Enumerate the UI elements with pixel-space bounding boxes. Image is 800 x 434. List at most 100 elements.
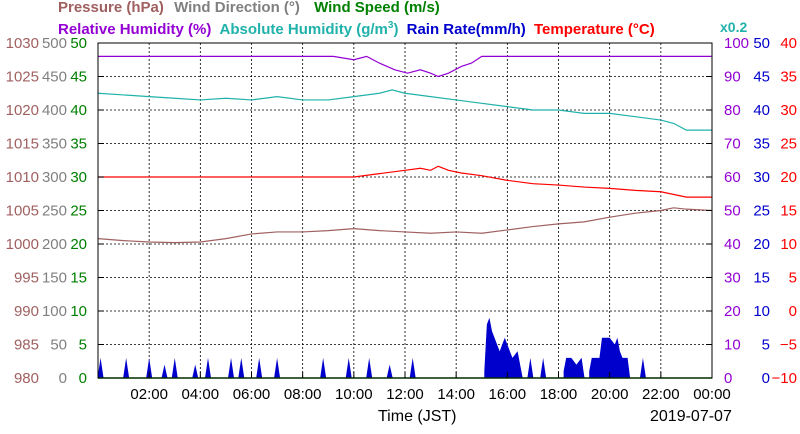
x-axis-title: Time (JST) — [378, 408, 457, 425]
wind-direction-tick-label: 200 — [42, 236, 67, 253]
rain-spike — [146, 357, 153, 378]
temperature-tick-label: 35 — [780, 69, 797, 86]
wind-speed-tick-label: 35 — [70, 136, 87, 153]
pressure-tick-label: 1015 — [6, 136, 39, 153]
temperature-tick-label: 15 — [780, 203, 797, 220]
rain-block — [563, 357, 585, 378]
pressure-tick-label: 980 — [14, 370, 39, 387]
temperature-tick-label: 0 — [789, 303, 797, 320]
rain-rate-tick-label: 0 — [762, 370, 770, 387]
x-tick-label: 16:00 — [489, 386, 527, 403]
temperature-tick-label: −10 — [772, 370, 797, 387]
pressure-tick-label: 1025 — [6, 69, 39, 86]
relative-humidity-tick-label: 30 — [724, 270, 741, 287]
wind-speed-tick-label: 5 — [79, 337, 87, 354]
wind-speed-tick-label: 10 — [70, 303, 87, 320]
temperature-tick-label: 10 — [780, 236, 797, 253]
legend-absolute-humidity-sup: 3 — [387, 20, 394, 31]
rain-spike — [97, 357, 104, 378]
x-tick-label: 02:00 — [130, 386, 168, 403]
rain-spike — [320, 357, 327, 378]
pressure-line — [97, 207, 713, 244]
temperature-line — [98, 165, 712, 198]
wind-direction-tick-label: 450 — [42, 69, 67, 86]
rain-spike — [386, 364, 393, 378]
rain-spike — [161, 364, 168, 378]
rain-spike — [274, 357, 281, 378]
rain-rate-tick-label: 5 — [762, 337, 770, 354]
rain-rate-series — [97, 317, 646, 378]
rain-rate-tick-label: 15 — [753, 270, 770, 287]
rain-spike — [366, 357, 373, 378]
legend-absolute-humidity: Absolute Humidity (g/m3) — [219, 20, 399, 38]
date-label: 2019-07-07 — [650, 408, 732, 425]
legend-absolute-humidity-text: Absolute Humidity (g/m — [219, 21, 388, 38]
wind-direction-tick-label: 250 — [42, 203, 67, 220]
rain-rate-tick-label: 35 — [753, 136, 770, 153]
relative-humidity-tick-label: 80 — [724, 102, 741, 119]
rain-spike — [192, 364, 199, 378]
rain-rate-tick-label: 10 — [753, 303, 770, 320]
rain-spike — [238, 357, 245, 378]
relative-humidity-tick-label: 0 — [724, 370, 732, 387]
wind-speed-tick-label: 25 — [70, 203, 87, 220]
plot-area — [98, 43, 712, 378]
wind-speed-tick-label: 30 — [70, 169, 87, 186]
rain-spike — [639, 357, 646, 378]
x-tick-label: 14:00 — [437, 386, 475, 403]
temperature-tick-label: 30 — [780, 102, 797, 119]
rain-spike — [171, 357, 178, 378]
legend-absolute-humidity-end: ) — [393, 21, 399, 38]
rain-spike — [527, 357, 534, 378]
x-tick-label: 08:00 — [284, 386, 322, 403]
pressure-tick-label: 995 — [14, 270, 39, 287]
wind-direction-tick-label: 400 — [42, 102, 67, 119]
x-tick-label: 22:00 — [642, 386, 680, 403]
rain-spike — [540, 357, 547, 378]
rain-spike — [228, 357, 235, 378]
wind-speed-tick-label: 40 — [70, 102, 87, 119]
pressure-tick-label: 1020 — [6, 102, 39, 119]
relative-humidity-tick-label: 10 — [724, 337, 741, 354]
legend-wind-direction: Wind Direction (°) — [174, 0, 300, 16]
rain-spike — [409, 357, 416, 378]
rain-spike — [123, 357, 130, 378]
pressure-tick-label: 1010 — [6, 169, 39, 186]
absolute-humidity-scale-note: x0.2 — [720, 19, 748, 35]
rain-spike — [256, 357, 263, 378]
x-tick-label: 18:00 — [540, 386, 578, 403]
temperature-tick-label: 5 — [789, 270, 797, 287]
wind-speed-tick-label: 15 — [70, 270, 87, 287]
rain-rate-tick-label: 20 — [753, 236, 770, 253]
relative-humidity-line — [98, 55, 712, 78]
legend-pressure: Pressure (hPa) — [58, 0, 164, 16]
legend-rain-rate: Rain Rate(mm/h) — [406, 21, 526, 38]
temperature-tick-label: 20 — [780, 169, 797, 186]
relative-humidity-tick-label: 20 — [724, 303, 741, 320]
x-tick-label: 06:00 — [233, 386, 271, 403]
temperature-tick-label: 40 — [780, 35, 797, 52]
pressure-tick-label: 1000 — [6, 236, 39, 253]
rain-rate-tick-label: 30 — [753, 169, 770, 186]
pressure-tick-label: 990 — [14, 303, 39, 320]
wind-direction-tick-label: 350 — [42, 136, 67, 153]
pressure-tick-label: 985 — [14, 337, 39, 354]
wind-direction-tick-label: 500 — [42, 35, 67, 52]
relative-humidity-tick-label: 90 — [724, 69, 741, 86]
relative-humidity-tick-label: 70 — [724, 136, 741, 153]
wind-speed-tick-label: 0 — [79, 370, 87, 387]
wind-speed-tick-label: 45 — [70, 69, 87, 86]
legend-temperature: Temperature (°C) — [533, 21, 655, 38]
rain-block — [589, 337, 631, 378]
rain-spike — [205, 357, 212, 378]
pressure-tick-label: 1005 — [6, 203, 39, 220]
relative-humidity-tick-label: 100 — [724, 35, 749, 52]
rain-rate-tick-label: 40 — [753, 102, 770, 119]
legend-relative-humidity: Relative Humidity (%) — [58, 21, 212, 38]
temperature-tick-label: 25 — [780, 136, 797, 153]
relative-humidity-tick-label: 50 — [724, 203, 741, 220]
temperature-tick-label: −5 — [780, 337, 797, 354]
wind-speed-tick-label: 50 — [70, 35, 87, 52]
rain-block — [484, 317, 523, 378]
